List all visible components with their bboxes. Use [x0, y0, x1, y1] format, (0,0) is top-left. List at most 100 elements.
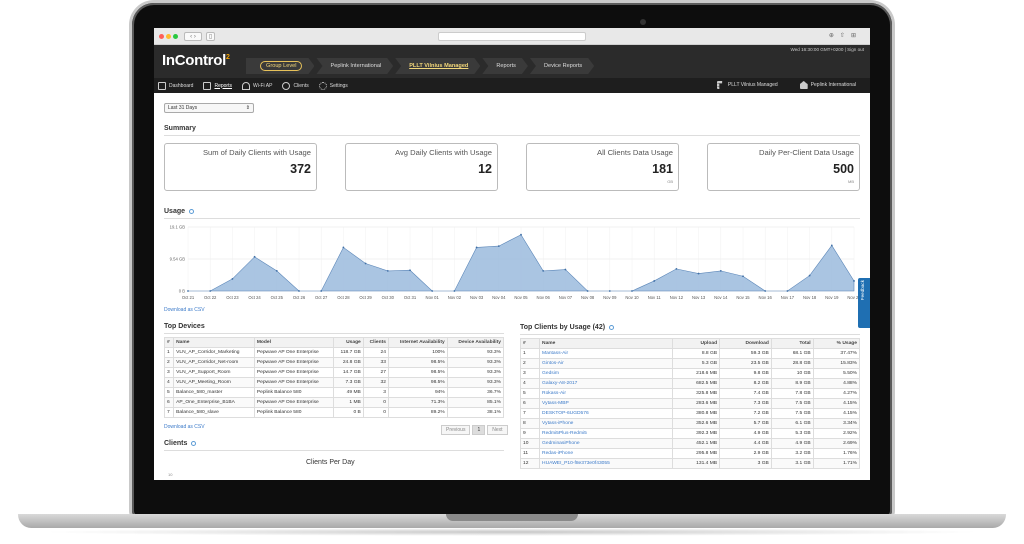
table-cell[interactable]: HUAWEI_P10-f8e373e0f43055: [539, 458, 673, 469]
breadcrumb-reports[interactable]: Reports: [482, 58, 528, 74]
table-row[interactable]: 4 VLN_AP_Meeting_Room Pepwave AP One Enter…: [163, 377, 505, 388]
nav-organization[interactable]: Peplink International: [799, 81, 856, 89]
table-cell[interactable]: Mantass-Air: [539, 348, 673, 359]
column-header[interactable]: Model: [253, 337, 334, 348]
usage-point[interactable]: [808, 274, 811, 277]
usage-point[interactable]: [409, 269, 411, 272]
column-header[interactable]: Clients: [362, 337, 389, 348]
table-row[interactable]: 11 Redas-iPhone 295.8 MB 2.9 GB 3.2 GB 1.76%: [519, 448, 861, 459]
table-cell[interactable]: Redas-iPhone: [539, 448, 673, 459]
table-cell[interactable]: Galaxy-A8-2017: [539, 378, 673, 389]
devices-download-csv-link[interactable]: Download as CSV: [164, 424, 205, 430]
usage-point[interactable]: [386, 269, 389, 272]
column-header[interactable]: Download: [719, 338, 772, 349]
minimize-dot-icon[interactable]: [166, 34, 171, 39]
usage-point[interactable]: [608, 290, 611, 292]
usage-point[interactable]: [364, 262, 367, 265]
usage-point[interactable]: [187, 290, 189, 292]
usage-point[interactable]: [431, 290, 434, 292]
breadcrumb-group[interactable]: PLLT Vilnius Managed: [395, 58, 480, 74]
table-cell[interactable]: Vytass-iPhone: [539, 418, 673, 429]
nav-wifi-ap[interactable]: Wi-Fi AP: [241, 81, 272, 90]
usage-point[interactable]: [253, 255, 256, 258]
table-row[interactable]: 4 Galaxy-A8-2017 682.5 MB 8.2 GB 8.9 GB 4.88%: [519, 378, 861, 389]
page-1-button[interactable]: 1: [472, 425, 486, 435]
table-row[interactable]: 9 Redmi5Plus-Redmi5 392.3 MB 4.9 GB 5.3 GB 2.…: [519, 428, 861, 439]
feedback-tab[interactable]: Feedback: [858, 278, 870, 328]
column-header[interactable]: Internet Availability: [387, 337, 448, 348]
table-cell[interactable]: Gintos-Air: [539, 358, 673, 369]
usage-point[interactable]: [520, 233, 522, 236]
nav-dashboard[interactable]: Dashboard: [158, 81, 193, 90]
table-row[interactable]: 3 Gedsim 218.6 MB 9.8 GB 10 GB 5.50%: [519, 368, 861, 379]
table-row[interactable]: 1 Mantass-Air 8.8 GB 59.3 GB 68.1 GB 37.47%: [519, 348, 861, 359]
table-cell[interactable]: DESKTOP-6UGD576: [539, 408, 673, 419]
table-cell[interactable]: Vytass-MBP: [539, 398, 673, 409]
column-header[interactable]: % Usage: [812, 338, 861, 349]
usage-point[interactable]: [298, 290, 300, 292]
table-row[interactable]: 8 Vytass-iPhone 352.6 MB 5.7 GB 6.1 GB 3.34%: [519, 418, 861, 429]
column-header[interactable]: Upload: [671, 338, 721, 349]
table-row[interactable]: 5 Rokass-Air 325.8 MB 7.4 GB 7.8 GB 4.27%: [519, 388, 861, 399]
table-row[interactable]: 12 HUAWEI_P10-f8e373e0f43055 131.4 MB 3 GB 3…: [519, 458, 861, 469]
column-header[interactable]: #: [163, 337, 175, 348]
breadcrumb-device-reports[interactable]: Device Reports: [530, 58, 594, 74]
table-row[interactable]: 2 Gintos-Air 5.3 GB 23.5 GB 28.8 GB 15.83%: [519, 358, 861, 369]
table-row[interactable]: 7 DESKTOP-6UGD576 380.8 MB 7.2 GB 7.5 GB 4.15…: [519, 408, 861, 419]
column-header[interactable]: #: [519, 338, 541, 349]
usage-point[interactable]: [342, 246, 345, 249]
nav-reports[interactable]: Reports: [203, 81, 232, 90]
table-row[interactable]: 10 GedminasiPhone 452.1 MB 4.4 GB 4.9 GB 2.69…: [519, 438, 861, 449]
usage-point[interactable]: [853, 280, 855, 282]
zoom-dot-icon[interactable]: [173, 34, 178, 39]
usage-point[interactable]: [742, 275, 744, 278]
usage-point[interactable]: [786, 290, 789, 292]
column-header[interactable]: Device Availability: [446, 337, 505, 348]
usage-point[interactable]: [275, 269, 278, 272]
usage-point[interactable]: [320, 290, 323, 292]
table-cell[interactable]: GedminasiPhone: [539, 438, 673, 449]
column-header[interactable]: Usage: [332, 337, 364, 348]
prev-page-button[interactable]: Previous: [441, 425, 471, 435]
breadcrumb-group-level[interactable]: Group Level: [246, 58, 314, 74]
column-header[interactable]: Total: [770, 338, 814, 349]
column-header[interactable]: Name: [539, 338, 673, 349]
usage-point[interactable]: [697, 272, 700, 275]
help-icon[interactable]: [609, 324, 615, 330]
table-row[interactable]: 5 Balance_580_master Peplink Balance 580 49…: [163, 387, 505, 398]
column-header[interactable]: Name: [173, 337, 255, 348]
usage-download-csv-link[interactable]: Download as CSV: [164, 307, 205, 313]
table-row[interactable]: 2 VLN_AP_Corridor_Net-room Pepwave AP One …: [163, 357, 505, 368]
usage-point[interactable]: [542, 269, 545, 272]
usage-point[interactable]: [719, 269, 722, 272]
table-row[interactable]: 6 AP_One_Enterprise_B1BA Pepwave AP One En…: [163, 397, 505, 408]
close-dot-icon[interactable]: [159, 34, 164, 39]
table-row[interactable]: 7 Balance_580_slave Peplink Balance 580 0 B…: [163, 407, 505, 418]
incontrol-logo[interactable]: InControl2: [162, 52, 230, 69]
nav-clients[interactable]: Clients: [282, 81, 309, 90]
usage-point[interactable]: [631, 290, 633, 292]
browser-actions[interactable]: ⊕⇧⊞: [828, 33, 862, 39]
usage-point[interactable]: [475, 246, 478, 249]
usage-point[interactable]: [764, 290, 767, 292]
table-row[interactable]: 6 Vytass-MBP 283.6 MB 7.3 GB 7.5 GB 4.15%: [519, 398, 861, 409]
table-cell[interactable]: Redmi5Plus-Redmi5: [539, 428, 673, 439]
usage-point[interactable]: [830, 244, 833, 247]
help-icon[interactable]: [191, 440, 197, 446]
usage-point[interactable]: [453, 290, 456, 292]
usage-point[interactable]: [497, 245, 500, 247]
table-row[interactable]: 3 VLN_AP_Support_Room Pepwave AP One Enter…: [163, 367, 505, 378]
nav-settings[interactable]: Settings: [318, 81, 348, 90]
table-row[interactable]: 1 VLN_AP_Corridor_Marketing Pepwave AP One…: [163, 347, 505, 358]
nav-group[interactable]: PLLT Vilnius Managed: [716, 81, 778, 89]
usage-point[interactable]: [231, 278, 234, 280]
help-icon[interactable]: [189, 208, 195, 214]
table-cell[interactable]: Gedsim: [539, 368, 673, 379]
usage-point[interactable]: [209, 290, 212, 292]
breadcrumb-org[interactable]: Peplink International: [316, 58, 393, 74]
usage-point[interactable]: [675, 267, 678, 270]
date-range-select[interactable]: Last 31 Days: [164, 103, 254, 113]
address-bar[interactable]: [438, 32, 586, 41]
back-forward-buttons[interactable]: ‹ ›: [184, 32, 202, 41]
table-cell[interactable]: Rokass-Air: [539, 388, 673, 399]
